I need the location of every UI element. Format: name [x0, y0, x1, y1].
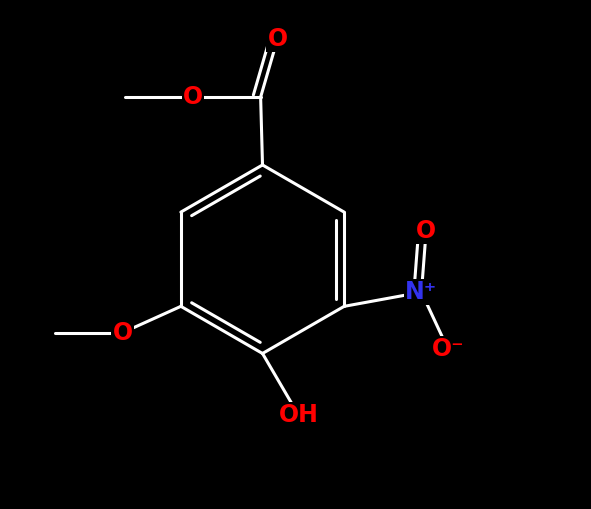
Text: O: O	[416, 219, 436, 243]
Text: OH: OH	[278, 403, 319, 427]
Text: O: O	[112, 321, 132, 345]
Text: O⁻: O⁻	[431, 337, 464, 361]
Text: O: O	[183, 85, 203, 109]
Text: O: O	[268, 26, 288, 51]
Text: N⁺: N⁺	[405, 280, 437, 304]
